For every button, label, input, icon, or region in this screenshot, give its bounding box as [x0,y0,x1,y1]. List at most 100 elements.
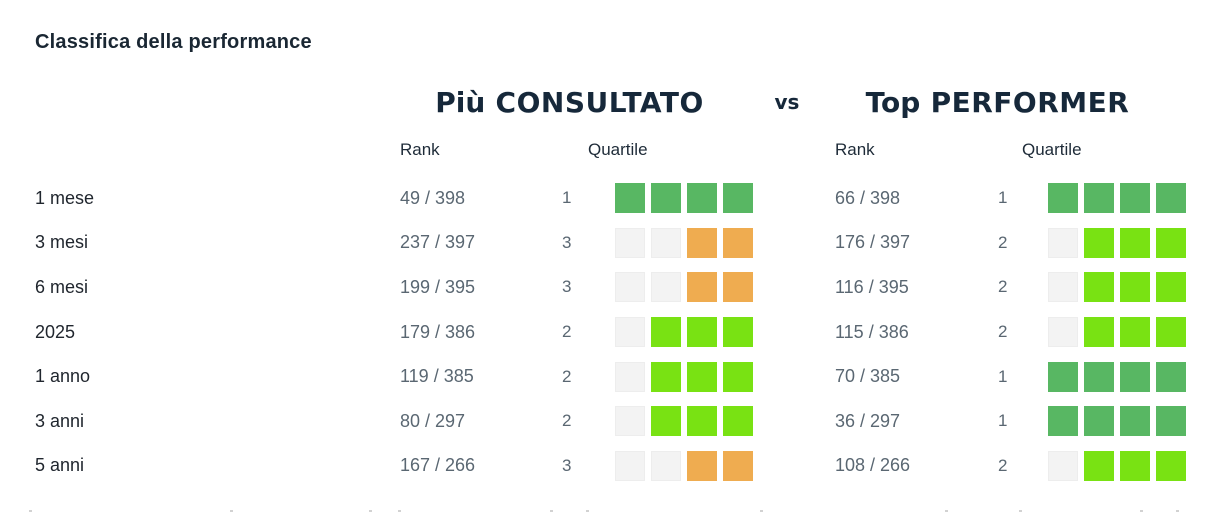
left-group-title: Più CONSULTATO [392,86,747,119]
quartile-squares-right [1048,450,1188,481]
quartile-square-empty [615,317,645,348]
quartile-value-left: 2 [562,366,572,386]
quartile-square-empty [615,227,645,258]
quartile-column-header-left: Quartile [588,140,648,159]
right-group-title-emphasis: Top [865,85,921,119]
quartile-square-filled [1156,317,1186,348]
quartile-square-filled [1120,272,1150,303]
quartile-square-filled [1084,317,1114,348]
rank-value-right: 66 / 398 [835,187,901,208]
quartile-value-right: 2 [998,455,1008,475]
quartile-squares-left [615,361,755,392]
quartile-square-filled [615,183,645,214]
row-label: 3 mesi [35,232,89,253]
quartile-square-filled [1156,450,1186,481]
quartile-squares-right [1048,183,1188,214]
cutoff-content-artifacts [0,509,1214,512]
left-group-title-rest: CONSULTATO [495,85,704,119]
quartile-squares-right [1048,361,1188,392]
quartile-square-filled [1156,183,1186,214]
rank-value-right: 108 / 266 [835,455,911,476]
rank-value-left: 119 / 385 [400,366,474,387]
quartile-square-empty [651,450,681,481]
row-label: 6 mesi [35,276,89,297]
rank-column-header-right: Rank [835,140,875,159]
vs-separator: vs [747,90,827,114]
quartile-squares-right [1048,227,1188,258]
rank-value-right: 36 / 297 [835,410,901,431]
quartile-square-filled [1048,361,1078,392]
quartile-square-empty [651,227,681,258]
quartile-value-right: 1 [998,188,1008,208]
comparison-header: Più CONSULTATO vs Top PERFORMER [35,80,1188,124]
table-row: 3 anni 80 / 297 2 36 / 297 1 [35,399,1188,444]
quartile-squares-right [1048,317,1188,348]
quartile-squares-left [615,450,755,481]
quartile-square-filled [1120,361,1150,392]
row-label: 1 mese [35,187,95,208]
table-row: 1 anno 119 / 385 2 70 / 385 1 [35,354,1188,399]
quartile-value-left: 2 [562,322,572,342]
quartile-squares-left [615,317,755,348]
quartile-square-filled [1156,227,1186,258]
quartile-square-empty [1048,227,1078,258]
quartile-square-empty [651,272,681,303]
quartile-square-empty [615,272,645,303]
quartile-square-empty [1048,317,1078,348]
table-row: 6 mesi 199 / 395 3 116 / 395 2 [35,265,1188,310]
rank-value-left: 167 / 266 [400,455,476,476]
rank-value-left: 237 / 397 [400,232,476,253]
table-rows: 1 mese 49 / 398 1 66 / 398 1 3 mesi 237 … [35,176,1188,488]
quartile-square-filled [1084,361,1114,392]
quartile-squares-left [615,406,755,437]
rank-value-left: 49 / 398 [400,187,466,208]
quartile-square-empty [615,361,645,392]
quartile-square-filled [1120,227,1150,258]
right-group-title: Top PERFORMER [821,86,1174,119]
quartile-value-left: 3 [562,277,572,297]
quartile-value-right: 1 [998,411,1008,431]
quartile-square-filled [1048,183,1078,214]
row-label: 5 anni [35,455,85,476]
quartile-square-filled [651,361,681,392]
quartile-square-filled [1156,361,1186,392]
quartile-square-filled [687,227,717,258]
quartile-square-filled [687,450,717,481]
quartile-square-filled [723,361,753,392]
quartile-square-filled [1084,406,1114,437]
quartile-square-empty [615,406,645,437]
quartile-square-filled [1156,272,1186,303]
quartile-square-filled [1084,183,1114,214]
rank-value-left: 179 / 386 [400,321,476,342]
quartile-value-right: 1 [998,366,1008,386]
table-row: 2025 179 / 386 2 115 / 386 2 [35,310,1188,355]
quartile-square-filled [1084,450,1114,481]
rank-value-left: 199 / 395 [400,276,476,297]
quartile-square-filled [687,272,717,303]
quartile-value-left: 1 [562,188,572,208]
right-group-title-rest: PERFORMER [930,85,1130,119]
quartile-square-filled [1156,406,1186,437]
rank-value-right: 176 / 397 [835,232,911,253]
page-title: Classifica della performance [35,31,312,53]
column-headers: Rank Quartile Rank Quartile [35,124,1188,176]
quartile-square-empty [1048,272,1078,303]
rank-value-right: 70 / 385 [835,366,901,387]
quartile-value-left: 3 [562,232,572,252]
quartile-square-filled [687,406,717,437]
quartile-square-filled [651,406,681,437]
quartile-column-header-right: Quartile [1022,140,1082,159]
row-label: 1 anno [35,366,91,387]
quartile-value-left: 2 [562,411,572,431]
quartile-square-filled [723,227,753,258]
table-row: 5 anni 167 / 266 3 108 / 266 2 [35,444,1188,489]
quartile-square-filled [687,183,717,214]
quartile-value-left: 3 [562,455,572,475]
quartile-square-empty [615,450,645,481]
quartile-square-filled [723,317,753,348]
quartile-square-filled [723,450,753,481]
quartile-square-filled [687,361,717,392]
quartile-square-filled [1120,183,1150,214]
quartile-squares-left [615,183,755,214]
